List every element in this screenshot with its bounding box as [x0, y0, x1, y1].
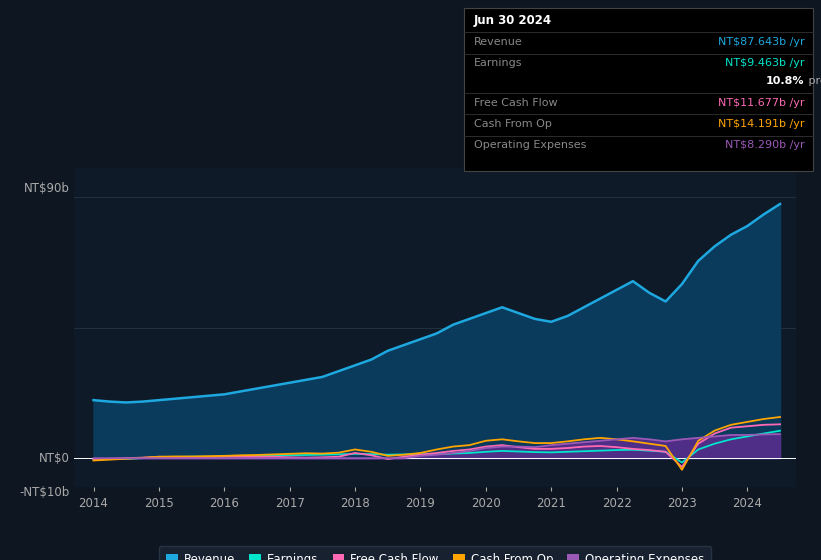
- Text: Jun 30 2024: Jun 30 2024: [474, 14, 552, 27]
- Text: Cash From Op: Cash From Op: [474, 119, 552, 129]
- Legend: Revenue, Earnings, Free Cash Flow, Cash From Op, Operating Expenses: Revenue, Earnings, Free Cash Flow, Cash …: [159, 546, 711, 560]
- Text: 10.8%: 10.8%: [766, 76, 805, 86]
- Text: NT$87.643b /yr: NT$87.643b /yr: [718, 37, 805, 47]
- Text: NT$9.463b /yr: NT$9.463b /yr: [725, 58, 805, 68]
- Text: NT$11.677b /yr: NT$11.677b /yr: [718, 97, 805, 108]
- Text: profit margin: profit margin: [805, 76, 821, 86]
- Text: NT$14.191b /yr: NT$14.191b /yr: [718, 119, 805, 129]
- Text: NT$8.290b /yr: NT$8.290b /yr: [725, 140, 805, 150]
- Text: Operating Expenses: Operating Expenses: [474, 140, 586, 150]
- Text: Free Cash Flow: Free Cash Flow: [474, 97, 557, 108]
- Text: Revenue: Revenue: [474, 37, 522, 47]
- Text: NT$90b: NT$90b: [24, 182, 70, 195]
- Text: Earnings: Earnings: [474, 58, 522, 68]
- Text: NT$0: NT$0: [39, 452, 70, 465]
- Text: -NT$10b: -NT$10b: [20, 486, 70, 500]
